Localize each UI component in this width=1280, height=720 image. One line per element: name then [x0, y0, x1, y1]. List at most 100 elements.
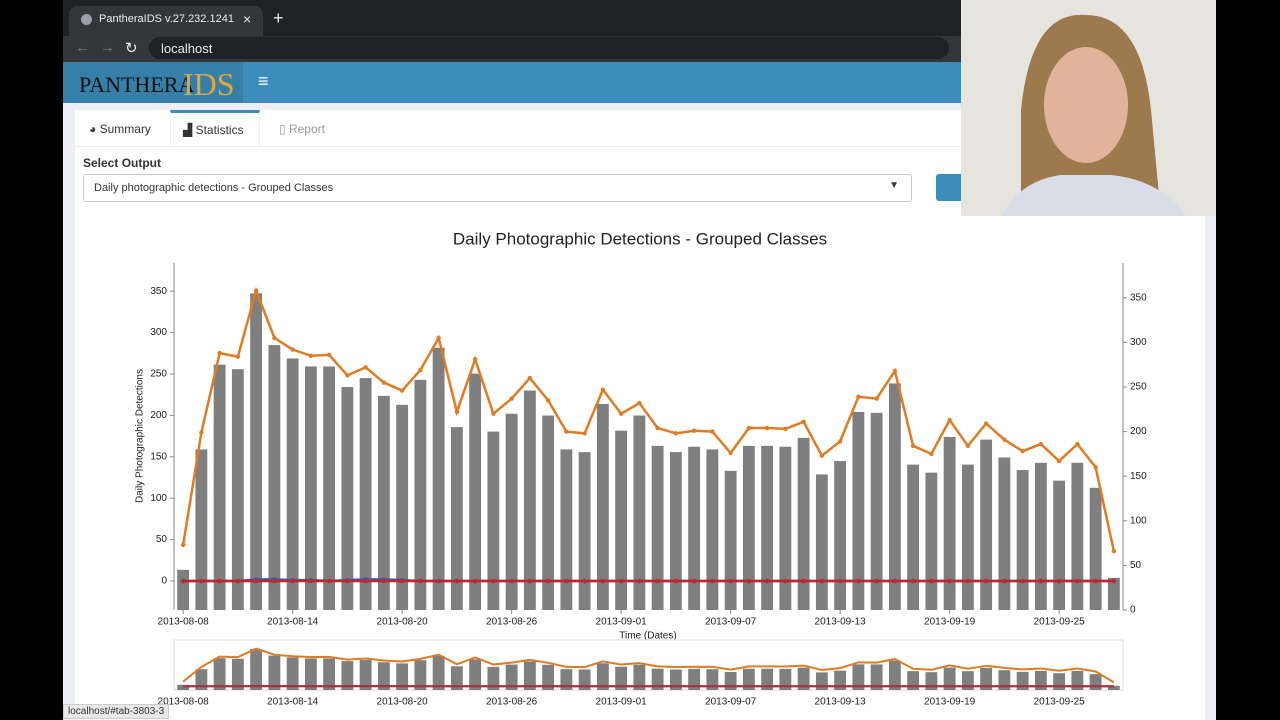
bar: [578, 452, 591, 610]
point: [1056, 578, 1062, 584]
point: [1093, 578, 1098, 584]
select-box[interactable]: Daily photographic detections - Grouped …: [83, 174, 912, 202]
address-bar[interactable]: localhost: [149, 37, 949, 59]
point: [600, 387, 606, 392]
y-tick-label: 150: [150, 451, 167, 462]
tab-bar: ◕ Summary ▟ Statistics ▯ Report: [75, 110, 1205, 147]
point: [454, 409, 460, 415]
logo-main: PANTHERA: [79, 72, 195, 97]
point: [637, 578, 642, 584]
point: [363, 578, 368, 584]
y-tick-label: 350: [150, 286, 167, 297]
menu-toggle[interactable]: ≡: [258, 71, 269, 91]
y2-tick-label: 50: [1130, 560, 1142, 571]
point: [436, 578, 441, 584]
point: [290, 578, 295, 584]
range-bar: [414, 660, 427, 690]
point: [564, 578, 569, 584]
point: [983, 578, 989, 584]
tab-close[interactable]: ×: [243, 11, 252, 27]
range-bar: [268, 655, 281, 690]
point: [564, 429, 569, 434]
point: [1038, 578, 1044, 584]
bar: [560, 449, 573, 610]
point: [454, 578, 460, 584]
webcam-feed: [961, 0, 1216, 216]
bar: [669, 452, 682, 610]
select-value: Daily photographic detections - Grouped …: [94, 182, 334, 194]
active-tab[interactable]: ▟ Statistics: [170, 110, 260, 147]
point: [235, 578, 241, 584]
y2-tick-label: 100: [1130, 515, 1147, 526]
range-bar: [669, 669, 682, 690]
point: [892, 578, 898, 584]
point: [856, 394, 861, 400]
bar: [596, 403, 609, 610]
point: [837, 578, 843, 584]
new-tab[interactable]: +: [273, 8, 284, 28]
point: [180, 578, 186, 584]
point: [728, 578, 733, 584]
point: [910, 443, 916, 449]
x-tick-label: 2013-09-07: [705, 617, 757, 628]
forward[interactable]: →: [100, 39, 115, 56]
range-x-tick-label: 2013-08-26: [486, 697, 538, 708]
bar: [505, 413, 518, 610]
face: [1044, 47, 1128, 163]
point: [856, 578, 861, 584]
x-tick-label: 2013-09-25: [1034, 617, 1086, 628]
range-bar: [177, 684, 190, 690]
browser-tab[interactable]: PantheraIDS v.27.232.1241 ×: [69, 6, 263, 36]
point: [874, 396, 879, 401]
range-bar: [1107, 685, 1120, 690]
point: [947, 578, 952, 584]
tab-title: PantheraIDS v.27.232.1241: [99, 13, 234, 25]
y2-tick-label: 150: [1130, 471, 1147, 482]
tab-text: Statistics: [195, 123, 244, 137]
point: [418, 578, 423, 584]
point: [819, 578, 825, 584]
point: [1020, 578, 1025, 584]
bar: [1089, 487, 1102, 610]
range-bar: [943, 667, 956, 690]
point: [527, 375, 533, 381]
range-x-tick-label: 2013-09-25: [1034, 697, 1086, 708]
back[interactable]: ←: [75, 39, 90, 56]
point: [947, 417, 952, 423]
range-x-tick-label: 2013-08-14: [267, 697, 319, 708]
x-tick-label: 2013-08-20: [377, 617, 429, 628]
reload[interactable]: ↻: [125, 40, 138, 57]
range-x-tick-label: 2013-08-08: [158, 697, 210, 708]
y2-tick-label: 200: [1130, 426, 1147, 437]
range-bar: [487, 666, 500, 690]
point: [308, 353, 314, 358]
point: [801, 419, 806, 424]
x-tick-label: 2013-08-26: [486, 617, 538, 628]
range-bar: [250, 648, 263, 690]
range-bar: [377, 662, 390, 690]
point: [308, 578, 314, 584]
range-bar: [286, 657, 299, 690]
y-tick-label: 0: [161, 576, 167, 587]
point: [910, 578, 916, 584]
point: [582, 578, 587, 584]
point: [509, 578, 514, 584]
app: PANTHERA IDS ≡ ◕ Summary ▟ Statistics ▯ …: [63, 62, 1216, 720]
point: [892, 368, 898, 374]
range-bar: [870, 664, 883, 690]
point: [326, 578, 332, 584]
point: [929, 578, 934, 584]
nav-tab[interactable]: ◕ Summary: [89, 122, 151, 136]
range-x-tick-label: 2013-09-07: [705, 697, 757, 708]
point: [345, 373, 350, 378]
point: [326, 352, 332, 358]
range-line: [182, 647, 1115, 684]
range-bar: [888, 660, 901, 690]
bar: [542, 415, 555, 610]
bar: [633, 415, 646, 610]
point: [399, 578, 405, 584]
point: [1075, 578, 1080, 584]
bar: [980, 439, 993, 610]
nav-tab[interactable]: ▯ Report: [279, 122, 325, 136]
